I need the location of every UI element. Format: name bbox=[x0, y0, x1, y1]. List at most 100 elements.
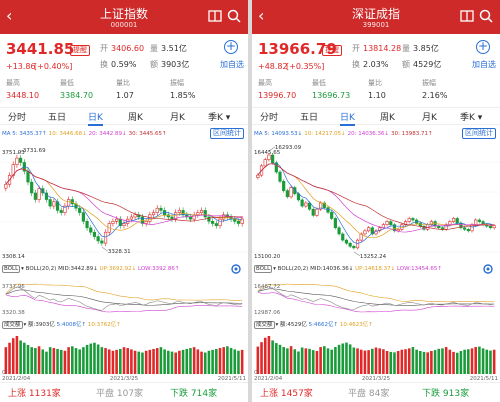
boll-selector[interactable]: BOLL bbox=[2, 265, 21, 273]
candle bbox=[477, 219, 481, 222]
volume-bar bbox=[137, 351, 141, 374]
range-stats-button[interactable]: 区间统计 bbox=[462, 128, 496, 139]
add-watchlist-icon[interactable]: + bbox=[224, 39, 238, 54]
kline-chart[interactable]: 3731.69 3328.31 3751.03 3308.14 bbox=[0, 142, 248, 262]
boll-chart[interactable]: 16467.72 12987.06 bbox=[252, 280, 500, 316]
add-watchlist-button[interactable]: 加自选 bbox=[220, 60, 244, 69]
volume-selector[interactable]: 成交额 bbox=[254, 321, 275, 329]
volume-bar bbox=[133, 350, 137, 374]
volume-bar bbox=[89, 343, 93, 374]
volume-bar bbox=[367, 350, 370, 374]
candle bbox=[96, 236, 100, 242]
alert-badge[interactable]: 提醒 bbox=[322, 45, 342, 56]
low-marker-line bbox=[101, 246, 108, 252]
boll-chart[interactable]: 3737.96 3320.38 bbox=[0, 280, 248, 316]
amplitude-value: 2.16% bbox=[422, 91, 448, 100]
volume-ma10: 10:4623亿↑ bbox=[339, 322, 373, 328]
tab-5[interactable]: 季K ▾ bbox=[460, 113, 483, 123]
boll-param: BOLL(20,2) bbox=[25, 266, 57, 272]
tab-1[interactable]: 五日 bbox=[48, 113, 67, 123]
gear-icon[interactable] bbox=[230, 263, 242, 275]
add-watchlist-icon[interactable]: + bbox=[476, 39, 490, 54]
low-label: 最低 bbox=[60, 79, 74, 87]
candle bbox=[330, 211, 334, 219]
candle bbox=[289, 187, 293, 198]
ma30-line bbox=[5, 168, 243, 222]
volume-ma5: 5:4008亿↑ bbox=[56, 322, 87, 328]
axis-top-label: 16445.65 bbox=[254, 150, 281, 156]
candle bbox=[392, 224, 397, 232]
share-icon[interactable] bbox=[460, 9, 474, 23]
market-breadth-footer: 上涨 1457家 平盘 84家 下跌 913家 bbox=[252, 382, 500, 402]
tab-3[interactable]: 周K bbox=[128, 113, 143, 123]
high-marker-line bbox=[16, 149, 24, 155]
volume-selector[interactable]: 成交额 bbox=[2, 321, 23, 329]
low-value: 13696.73 bbox=[312, 91, 351, 100]
volume-bar bbox=[323, 346, 326, 374]
candle bbox=[100, 240, 104, 244]
share-icon[interactable] bbox=[208, 9, 222, 23]
back-arrow-icon[interactable]: ‹ bbox=[6, 6, 13, 25]
volume-bar bbox=[289, 346, 293, 374]
tab-3[interactable]: 周K bbox=[380, 113, 395, 123]
candle bbox=[11, 164, 15, 176]
volume-bar bbox=[437, 348, 441, 374]
volume-bar bbox=[222, 347, 225, 374]
candle bbox=[455, 218, 459, 224]
tab-2[interactable]: 日K bbox=[88, 110, 103, 126]
volume-bar bbox=[23, 342, 26, 374]
boll-lower-line bbox=[5, 294, 243, 313]
tab-4[interactable]: 月K bbox=[422, 113, 437, 123]
header-bar: ‹ 深证成指 399001 bbox=[252, 0, 500, 34]
tab-2[interactable]: 日K bbox=[340, 110, 355, 126]
volume-stat: 额 4529亿 bbox=[402, 60, 442, 69]
volume-bar bbox=[382, 349, 385, 374]
price-change: +13.86 bbox=[6, 62, 36, 71]
ma30-value: 30: 13983.71↑ bbox=[391, 131, 433, 137]
boll-low: LOW:3392.86↑ bbox=[137, 266, 180, 272]
tab-5[interactable]: 季K ▾ bbox=[208, 113, 231, 123]
candle bbox=[307, 202, 312, 210]
candle bbox=[311, 208, 315, 216]
volume-bar bbox=[207, 350, 211, 374]
volume-legend: 成交额 ▾ 额:3903亿 5:4008亿↑ 10:3762亿↑ bbox=[2, 321, 121, 329]
volume-bar bbox=[203, 352, 207, 374]
back-arrow-icon[interactable]: ‹ bbox=[258, 6, 265, 25]
candle bbox=[451, 218, 456, 222]
candle bbox=[337, 227, 341, 235]
search-icon[interactable] bbox=[479, 9, 493, 23]
volume-bar bbox=[330, 349, 333, 374]
tab-0[interactable]: 分时 bbox=[260, 113, 279, 123]
search-icon[interactable] bbox=[227, 9, 241, 23]
tab-0[interactable]: 分时 bbox=[8, 113, 27, 123]
candle bbox=[103, 231, 108, 244]
volume-bar bbox=[52, 348, 56, 374]
price-change-percent: [+0.35%] bbox=[286, 62, 325, 71]
boll-up: UP:14618.37↓ bbox=[355, 266, 396, 272]
volume-bar bbox=[422, 351, 426, 374]
volume-bar bbox=[286, 348, 289, 374]
low-label: 最低 bbox=[312, 79, 326, 87]
candle bbox=[363, 230, 367, 235]
tab-4[interactable]: 月K bbox=[170, 113, 185, 123]
boll-selector[interactable]: BOLL bbox=[254, 265, 273, 273]
candle bbox=[348, 242, 352, 247]
volume-bar bbox=[178, 350, 181, 374]
kline-chart[interactable]: 16293.09 13252.24 16445.65 13100.20 bbox=[252, 142, 500, 262]
gear-icon[interactable] bbox=[482, 263, 494, 275]
volume-axis-zero: 0 bbox=[254, 370, 258, 376]
add-watchlist-button[interactable]: 加自选 bbox=[472, 60, 496, 69]
range-stats-button[interactable]: 区间统计 bbox=[210, 128, 244, 139]
volume-bar bbox=[492, 349, 496, 374]
boll-legend: BOLL ▾ BOLL(20,2) MID:14036.36↓ UP:14618.… bbox=[254, 265, 442, 273]
alert-badge[interactable]: 提醒 bbox=[70, 45, 90, 56]
volume-bar bbox=[115, 349, 118, 374]
low-value: 3384.70 bbox=[60, 91, 94, 100]
tab-1[interactable]: 五日 bbox=[300, 113, 319, 123]
volume-bar bbox=[463, 349, 466, 374]
volume-bar bbox=[371, 348, 374, 374]
volume-bar bbox=[189, 348, 192, 374]
volume-bar bbox=[185, 348, 189, 374]
